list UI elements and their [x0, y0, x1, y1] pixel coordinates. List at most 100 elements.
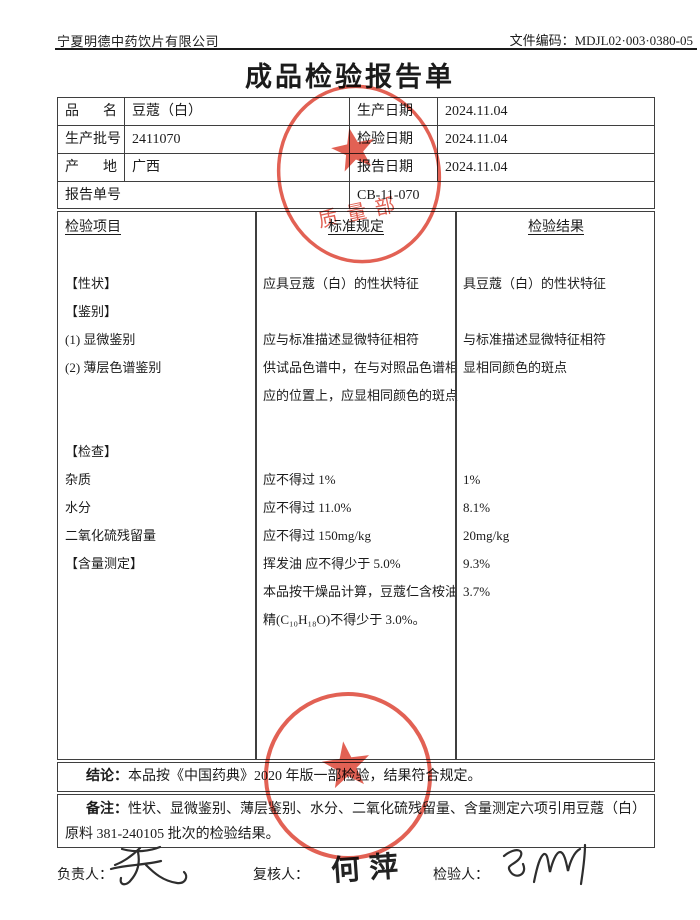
info-label: 生产批号 [58, 126, 124, 153]
result-cell: 1% [463, 472, 481, 487]
page-title: 成品检验报告单 [245, 62, 455, 92]
table-row [58, 410, 654, 438]
result-cell [456, 606, 656, 634]
inspector-label: 检验人： [433, 868, 489, 883]
company-name: 宁夏明德中药饮片有限公司 [57, 34, 220, 49]
item-cell: 【性状】 [65, 276, 118, 291]
result-cell [456, 438, 656, 466]
result-cell [456, 298, 656, 326]
standard-cell: 本品按干燥品计算，豆蔻仁含桉油 [263, 584, 459, 599]
table-row: 应的位置上，应显相同颜色的斑点 [58, 382, 654, 410]
responsible-label: 负责人： [57, 868, 113, 883]
result-cell: 3.7% [463, 584, 491, 599]
item-cell: (2) 薄层色谱鉴别 [65, 360, 162, 375]
standard-cell: 应不得过 150mg/kg [263, 528, 371, 543]
column-divider [255, 212, 257, 759]
table-row: 二氧化硫残留量 应不得过 150mg/kg 20mg/kg [58, 522, 654, 550]
result-cell [456, 382, 656, 410]
result-cell: 8.1% [463, 500, 491, 515]
inspection-date-value: 2024.11.04 [437, 126, 654, 153]
result-cell: 9.3% [463, 556, 491, 571]
result-cell: 20mg/kg [463, 528, 510, 543]
product-info-table: 品 名 豆蔻（白） 生产日期 2024.11.04 生产批号 2411070 检… [57, 97, 655, 209]
table-row [58, 242, 654, 270]
item-cell: 杂质 [65, 472, 92, 487]
item-cell [58, 606, 256, 634]
standard-cell: 供试品色谱中，在与对照品色谱相 [263, 360, 459, 375]
item-cell: 【鉴别】 [65, 304, 118, 319]
table-row: 报告单号 CB-11-070 [58, 181, 654, 209]
table-row: (1) 显微鉴别 应与标准描述显微特征相符 与标准描述显微特征相符 [58, 326, 654, 354]
info-label: 品 名 [58, 98, 124, 125]
inspector-signature [502, 843, 587, 886]
standard-cell: 应的位置上，应显相同颜色的斑点 [263, 388, 459, 403]
report-no-value: CB-11-070 [349, 182, 654, 209]
table-row: 生产批号 2411070 检验日期 2024.11.04 [58, 125, 654, 153]
product-name-label: 品 名 [65, 104, 117, 119]
standard-cell [256, 410, 456, 438]
item-cell [58, 578, 256, 606]
conclusion-box: 结论：本品按《中国药典》2020 年版一部检验，结果符合规定。 [57, 762, 655, 792]
product-name-value: 豆蔻（白） [124, 98, 349, 125]
table-row: 【检查】 [58, 438, 654, 466]
conclusion-label: 结论： [86, 769, 128, 784]
item-cell: 二氧化硫残留量 [65, 528, 157, 543]
table-row: (2) 薄层色谱鉴别 供试品色谱中，在与对照品色谱相 显相同颜色的斑点 [58, 354, 654, 382]
standard-cell: 挥发油 应不得少于 5.0% [263, 556, 401, 571]
col-header-standard: 标准规定 [328, 220, 384, 235]
remarks-line2: 原料 381-240105 批次的检验结果。 [65, 827, 280, 842]
result-cell [456, 242, 656, 270]
standard-cell: 应不得过 11.0% [263, 500, 352, 515]
responsible-signature [109, 845, 188, 886]
info-label: 产 地 [58, 154, 124, 181]
standard-cell [256, 242, 456, 270]
table-row: 产 地 广西 报告日期 2024.11.04 [58, 153, 654, 181]
table-row: 【含量测定】 挥发油 应不得少于 5.0% 9.3% [58, 550, 654, 578]
standard-cell [256, 438, 456, 466]
standard-cell: 精(C₁₀H₁₈O)不得少于 3.0%。 [263, 612, 426, 627]
table-row: 杂质 应不得过 1% 1% [58, 466, 654, 494]
result-cell: 与标准描述显微特征相符 [463, 332, 607, 347]
origin-label: 产 地 [65, 160, 117, 175]
test-results-table: 检验项目 标准规定 检验结果 【性状】 应具豆蔻（白）的性状特征 具豆蔻（白）的… [57, 211, 655, 760]
production-date-label: 生产日期 [349, 98, 437, 125]
report-no-label: 报告单号 [65, 188, 121, 203]
table-header-row: 检验项目 标准规定 检验结果 [58, 212, 654, 242]
item-cell: 水分 [65, 500, 92, 515]
table-row: 水分 应不得过 11.0% 8.1% [58, 494, 654, 522]
result-cell: 具豆蔻（白）的性状特征 [463, 276, 607, 291]
standard-cell: 应不得过 1% [263, 472, 336, 487]
standard-cell: 应具豆蔻（白）的性状特征 [263, 276, 420, 291]
table-row: 本品按干燥品计算，豆蔻仁含桉油 3.7% [58, 578, 654, 606]
remarks-line1: 备注：性状、显微鉴别、薄层鉴别、水分、二氧化硫残留量、含量测定六项引用豆蔻（白） [86, 802, 646, 817]
production-date-value: 2024.11.04 [437, 98, 654, 125]
reviewer-label: 复核人： [253, 868, 309, 883]
table-row: 品 名 豆蔻（白） 生产日期 2024.11.04 [58, 98, 654, 125]
report-date-label: 报告日期 [349, 154, 437, 181]
standard-cell: 应与标准描述显微特征相符 [263, 332, 420, 347]
document-code: 文件编码：MDJL02·003·0380-05 [509, 33, 693, 48]
inspection-date-label: 检验日期 [349, 126, 437, 153]
origin-value: 广西 [124, 154, 349, 181]
item-cell: 【检查】 [65, 444, 118, 459]
batch-no-value: 2411070 [124, 126, 349, 153]
table-row: 精(C₁₀H₁₈O)不得少于 3.0%。 [58, 606, 654, 634]
reviewer-signature: 何萍 [330, 850, 409, 888]
column-divider [455, 212, 457, 759]
item-cell: 【含量测定】 [65, 556, 144, 571]
header-divider [55, 48, 697, 50]
col-header-result: 检验结果 [528, 220, 584, 235]
col-header-item: 检验项目 [65, 220, 121, 235]
batch-no-label: 生产批号 [65, 132, 121, 147]
table-row: 【鉴别】 [58, 298, 654, 326]
item-cell [58, 410, 256, 438]
item-cell [58, 382, 256, 410]
item-cell [58, 242, 256, 270]
result-cell: 显相同颜色的斑点 [463, 360, 568, 375]
table-row: 【性状】 应具豆蔻（白）的性状特征 具豆蔻（白）的性状特征 [58, 270, 654, 298]
result-cell [456, 410, 656, 438]
conclusion-text: 本品按《中国药典》2020 年版一部检验，结果符合规定。 [128, 769, 482, 784]
report-date-value: 2024.11.04 [437, 154, 654, 181]
standard-cell [256, 298, 456, 326]
